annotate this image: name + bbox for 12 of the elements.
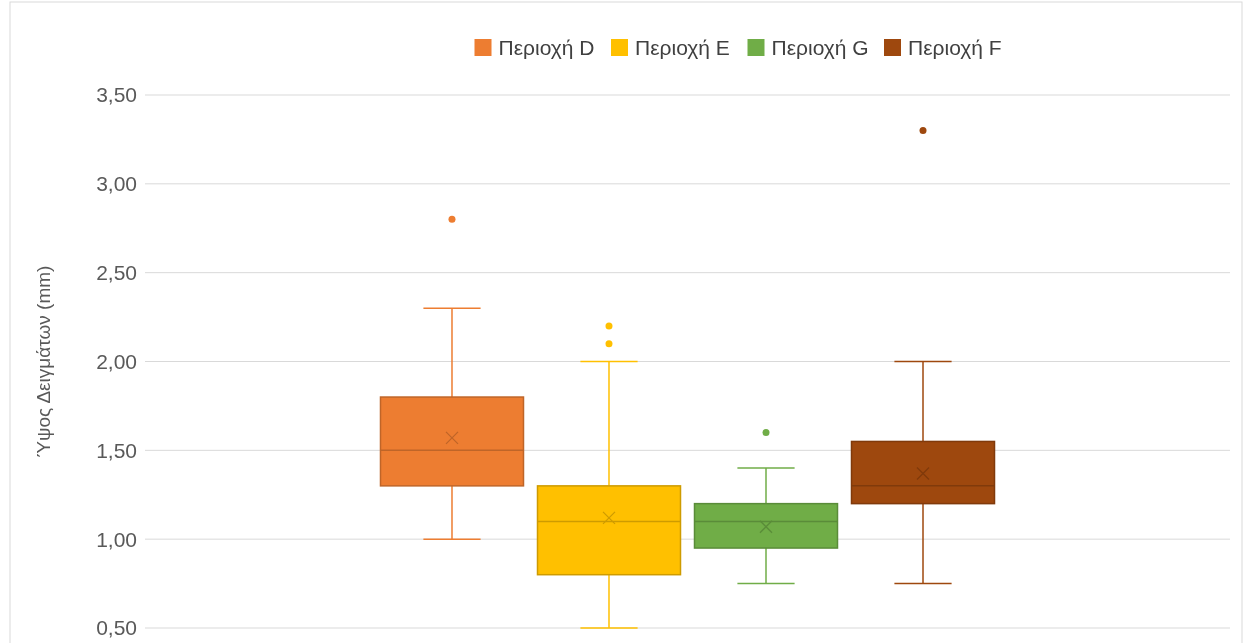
y-tick-label: 1,00 — [96, 527, 137, 551]
legend-label: Περιοχή D — [498, 36, 595, 60]
y-tick-label: 2,50 — [96, 261, 137, 285]
y-tick-label: 1,50 — [96, 438, 137, 462]
legend-label: Περιοχή F — [908, 36, 1002, 60]
y-tick-label: 0,50 — [96, 616, 137, 640]
legend-label: Περιοχή E — [635, 36, 730, 60]
legend-label: Περιοχή G — [771, 36, 869, 60]
y-tick-label: 3,00 — [96, 172, 137, 196]
y-tick-label: 3,50 — [96, 83, 137, 107]
y-tick-label: 2,00 — [96, 349, 137, 373]
y-axis-title: Ύψος Δειγμάτων (mm) — [33, 265, 54, 458]
